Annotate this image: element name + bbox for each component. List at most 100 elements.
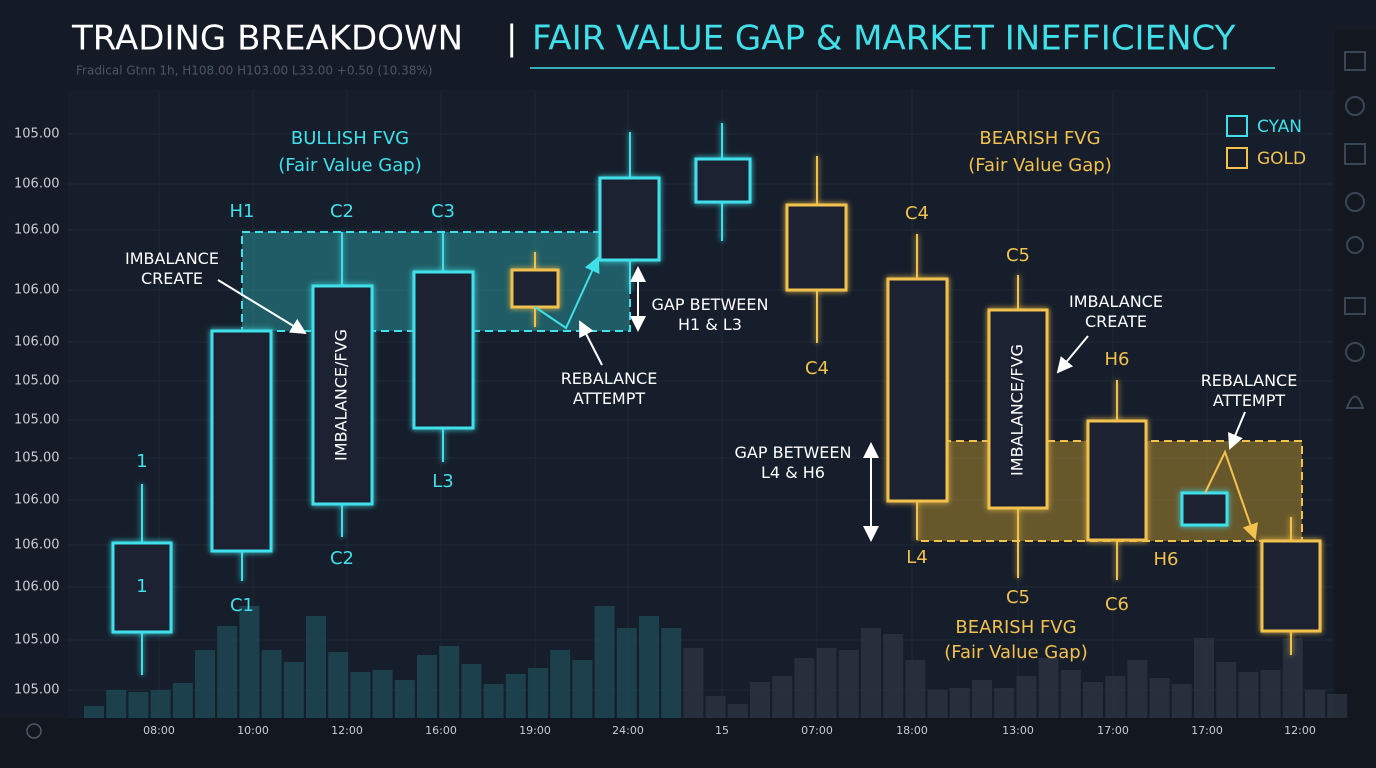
icon[interactable] [1344,51,1366,71]
candle-label: C4 [805,358,829,379]
volume-bar [550,650,571,718]
candle-body [111,541,173,634]
candle-label: H1 [230,201,255,222]
volume-bar [306,616,326,718]
volume-bar [1127,660,1148,718]
volume-bar [328,652,349,718]
close-button[interactable] [26,723,42,739]
candle-label: C3 [431,201,455,222]
x-axis-label: 16:00 [425,724,457,737]
volume-bar [528,668,548,718]
candle-label: C2 [330,548,354,569]
candle-label: H6 [1154,549,1179,570]
volume-bar [927,690,948,718]
candle-label: C5 [1006,587,1030,608]
icon[interactable] [1346,236,1364,254]
x-axis-label: 12:00 [331,724,363,737]
sidebar-icons [1344,51,1366,409]
volume-bar [838,650,859,718]
body-text: IMBALANCE/FVG [1008,344,1027,476]
y-axis-label: 105.00 [14,451,60,466]
rebalance-path [1204,449,1258,540]
icon[interactable] [1344,297,1366,315]
y-axis-label: 105.00 [14,683,60,698]
arrow [217,279,307,335]
candle-body [1260,539,1322,633]
title-separator: | [506,19,517,59]
candle-label: L4 [906,547,927,568]
candle-body [510,268,560,309]
legend-swatch [1226,115,1248,137]
volume-bar [1238,672,1259,718]
y-axis-label: 106.00 [14,493,60,508]
volume-bar [1060,670,1081,718]
candle-label: L3 [432,471,453,492]
annotation: IMBALANCE CREATE [125,249,219,288]
icon[interactable] [1344,143,1366,165]
candle-label: 1 [136,451,147,472]
volume-bar [616,628,637,718]
volume-bar [1305,690,1325,718]
volume-bar [1171,684,1192,718]
volume-bar [1260,670,1281,718]
volume-bar [483,684,504,718]
candle-body [210,329,273,553]
bullish-subtitle: (Fair Value Gap) [278,155,421,176]
icon[interactable] [1345,96,1365,116]
volume-bar [1282,638,1303,718]
volume-bar [372,670,393,718]
y-axis-label: 106.00 [14,223,60,238]
candle-label: C4 [905,203,929,224]
volume-bar [505,674,526,718]
candle-body [311,284,374,506]
icon[interactable] [1345,192,1365,212]
volume-bar [350,672,371,718]
title-right: FAIR VALUE GAP & MARKET INEFFICIENCY [532,19,1236,59]
volume-bar [705,696,726,718]
volume-bar [1194,638,1214,718]
volume-bar [661,628,682,718]
candle-body [1180,491,1229,527]
volume-bar [683,648,704,718]
rebalance-path [534,256,600,330]
volume-bar [217,626,238,718]
time-axis-bar [0,718,1335,768]
bearish-title-low: BEARISH FVG [955,617,1076,638]
candle-label: C1 [230,595,254,616]
icon[interactable] [1345,395,1365,409]
x-axis-label: 12:00 [1284,724,1316,737]
x-axis-label: 19:00 [519,724,551,737]
legend: CYAN GOLD [1226,115,1306,169]
volume-bar [772,676,793,718]
volume-bar [461,664,482,718]
volume-bar [572,660,593,718]
volume-bar [195,650,215,718]
arrow [1228,411,1246,450]
volume-bar [1216,662,1237,718]
annotation: IMBALANCE CREATE [1069,292,1163,331]
volume-bar [727,704,748,718]
legend-label: GOLD [1257,149,1306,169]
x-axis-label: 13:00 [1002,724,1034,737]
volume-bar [1149,678,1170,718]
icon[interactable] [1345,342,1365,362]
candle-label: 1 [136,576,147,597]
volume-bar [172,683,193,718]
volume-bar [972,680,992,718]
y-axis-label: 105.00 [14,413,60,428]
x-axis-label: 08:00 [143,724,175,737]
volume-bar [150,690,171,718]
x-axis-label: 10:00 [237,724,269,737]
volume-bar [106,690,127,718]
volume-bar [1083,682,1103,718]
ticker: Fradical Gtnn 1h, H108.00 H103.00 L33.00… [76,64,432,78]
annotation: GAP BETWEEN L4 & H6 [735,443,852,482]
sidebar [1335,30,1376,768]
volume-bar [639,616,659,718]
candle-body [1086,419,1148,542]
bearish-subtitle-low: (Fair Value Gap) [944,642,1087,663]
arrow [1056,335,1089,374]
annotation: GAP BETWEEN H1 & L3 [652,295,769,334]
volume-bar [994,688,1015,718]
